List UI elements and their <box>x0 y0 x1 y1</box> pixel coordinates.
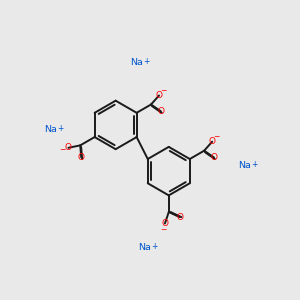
Text: +: + <box>151 242 158 251</box>
Text: +: + <box>143 57 149 66</box>
Text: Na: Na <box>238 161 251 170</box>
Text: +: + <box>251 160 258 169</box>
Text: −: − <box>59 145 65 154</box>
Text: O: O <box>157 107 164 116</box>
Text: −: − <box>160 225 166 234</box>
Text: −: − <box>160 86 167 95</box>
Text: Na: Na <box>44 125 57 134</box>
Text: Na: Na <box>130 58 143 67</box>
Text: O: O <box>78 153 85 162</box>
Text: +: + <box>58 124 64 133</box>
Text: O: O <box>211 153 218 162</box>
Text: O: O <box>161 219 169 228</box>
Text: O: O <box>176 213 183 222</box>
Text: O: O <box>155 91 163 100</box>
Text: O: O <box>209 137 216 146</box>
Text: O: O <box>65 143 72 152</box>
Text: Na: Na <box>138 243 151 252</box>
Text: −: − <box>213 133 220 142</box>
